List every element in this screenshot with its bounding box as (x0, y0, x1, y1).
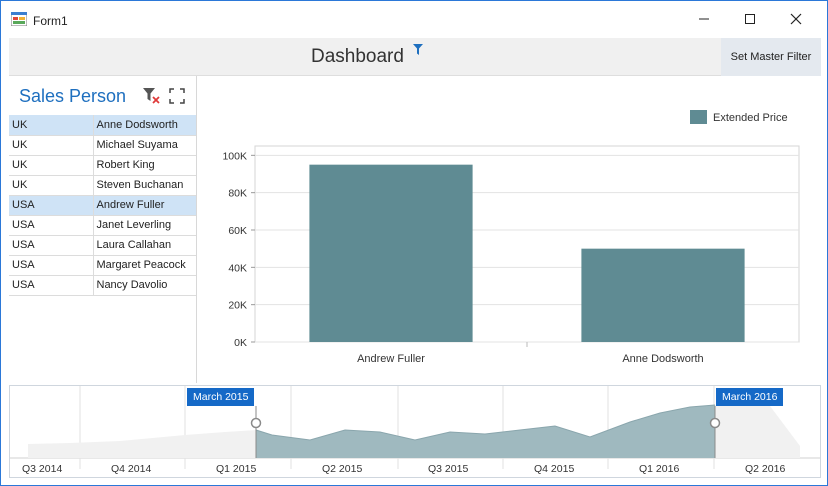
legend-label: Extended Price (713, 112, 788, 124)
country-cell: UK (9, 175, 94, 196)
sales-person-grid-panel: Sales Person UK Anne Dodsworth UK Michael S… (9, 76, 197, 383)
minimize-icon (699, 18, 709, 20)
country-cell: USA (9, 215, 94, 236)
grid-row[interactable]: USA Margaret Peacock (9, 255, 196, 276)
range-filter-panel: March 2015 March 2016 Q3 2014 Q4 2014 Q1 2… (9, 385, 821, 478)
y-tick-label: 0K (234, 337, 247, 349)
y-tick-label: 60K (228, 225, 247, 237)
x-tick-label: Anne Dodsworth (622, 353, 703, 365)
grid-row[interactable]: UK Steven Buchanan (9, 175, 196, 196)
range-area-selected (256, 405, 715, 458)
y-tick-label: 40K (228, 262, 247, 274)
y-tick-label: 100K (222, 150, 247, 162)
range-line (255, 404, 716, 441)
maximize-window-icon (745, 14, 755, 24)
quarter-label: Q4 2015 (534, 463, 575, 475)
country-cell: USA (9, 275, 94, 296)
sales-person-cell: Michael Suyama (93, 135, 196, 156)
sales-person-cell: Margaret Peacock (93, 255, 196, 276)
maximize-item-icon[interactable] (169, 88, 185, 104)
title-bar: Form1 (1, 1, 827, 37)
dashboard-title-bar: Dashboard Set Master Filter (9, 38, 821, 76)
sales-person-cell: Janet Leverling (93, 215, 196, 236)
window-title: Form1 (33, 14, 68, 28)
range-filter-chart[interactable] (10, 386, 820, 477)
clear-master-filter-icon[interactable] (143, 88, 161, 105)
close-button[interactable] (773, 1, 819, 37)
bar[interactable] (309, 164, 473, 342)
sales-person-cell: Robert King (93, 155, 196, 176)
maximize-button[interactable] (727, 1, 773, 37)
sales-person-cell: Anne Dodsworth (93, 115, 196, 136)
grid-row[interactable]: USA Nancy Davolio (9, 275, 196, 296)
legend-swatch (690, 110, 707, 124)
filter-icon[interactable] (413, 44, 423, 55)
app-icon (11, 12, 27, 26)
sales-person-table: UK Anne Dodsworth UK Michael Suyama UK Robert… (9, 115, 196, 296)
quarter-label: Q3 2015 (428, 463, 469, 475)
dashboard-title: Dashboard (311, 46, 404, 67)
grid-row[interactable]: UK Anne Dodsworth (9, 115, 196, 136)
grid-row[interactable]: UK Robert King (9, 155, 196, 176)
x-tick-label: Andrew Fuller (357, 353, 425, 365)
sales-person-cell: Laura Callahan (93, 235, 196, 256)
country-cell: USA (9, 235, 94, 256)
y-tick-label: 80K (228, 188, 247, 200)
bar[interactable] (581, 248, 745, 342)
range-start-label: March 2015 (187, 388, 255, 406)
country-cell: USA (9, 195, 94, 216)
grid-row[interactable]: UK Michael Suyama (9, 135, 196, 156)
grid-row[interactable]: USA Andrew Fuller (9, 195, 196, 216)
quarter-label: Q4 2014 (111, 463, 152, 475)
range-end-label: March 2016 (716, 388, 784, 406)
country-cell: UK (9, 115, 94, 136)
sales-person-cell: Nancy Davolio (93, 275, 196, 296)
minimize-button[interactable] (681, 1, 727, 37)
bar-chart: Extended Price 0K 20K 40K 60K 80K 100K Andrew F… (222, 110, 800, 365)
country-cell: USA (9, 255, 94, 276)
country-cell: UK (9, 155, 94, 176)
country-cell: UK (9, 135, 94, 156)
grid-row[interactable]: USA Janet Leverling (9, 215, 196, 236)
close-icon (790, 13, 802, 25)
bar-chart-panel: Extended Price 0K 20K 40K 60K 80K 100K Andrew F… (198, 76, 821, 383)
chart-legend: Extended Price (690, 110, 788, 124)
quarter-label: Q3 2014 (22, 463, 63, 475)
grid-caption: Sales Person (19, 86, 127, 106)
set-master-filter-button[interactable]: Set Master Filter (721, 38, 821, 76)
y-tick-label: 20K (228, 300, 247, 312)
quarter-label: Q2 2015 (322, 463, 363, 475)
quarter-label: Q1 2016 (639, 463, 680, 475)
sales-person-cell: Steven Buchanan (93, 175, 196, 196)
sales-person-cell: Andrew Fuller (93, 195, 196, 216)
range-end-handle[interactable] (709, 417, 721, 429)
grid-row[interactable]: USA Laura Callahan (9, 235, 196, 256)
quarter-label: Q2 2016 (745, 463, 786, 475)
quarter-label: Q1 2015 (216, 463, 257, 475)
range-start-handle[interactable] (250, 417, 262, 429)
